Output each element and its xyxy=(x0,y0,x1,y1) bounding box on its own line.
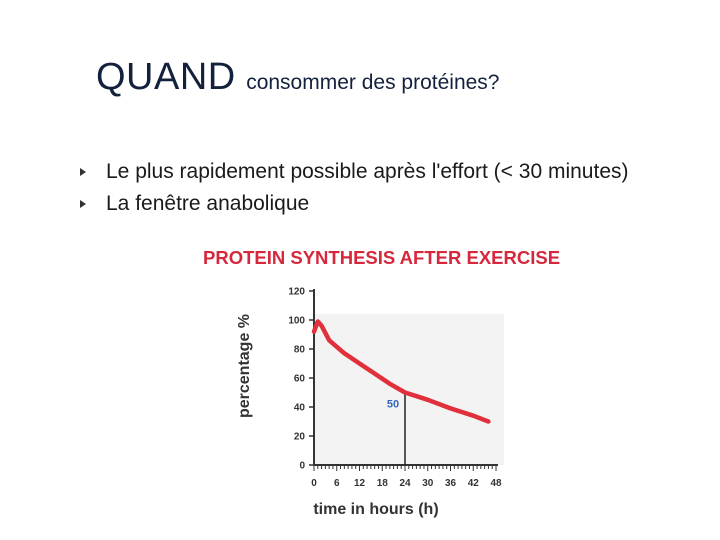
bullet-text: La fenêtre anabolique xyxy=(106,192,310,215)
x-tick-label: 24 xyxy=(399,478,411,489)
x-tick-label: 18 xyxy=(377,478,389,489)
plot-background xyxy=(314,314,504,465)
x-axis-label: time in hours (h) xyxy=(313,501,438,518)
y-tick-label: 20 xyxy=(294,432,306,443)
bullet-item: La fenêtre anabolique xyxy=(80,188,629,220)
title-main: QUAND xyxy=(96,56,236,98)
x-tick-label: 0 xyxy=(311,478,317,489)
y-axis-label: percentage % xyxy=(236,314,253,418)
title-subtitle: consommer des protéines? xyxy=(246,71,500,94)
bullet-arrow-icon xyxy=(80,168,86,176)
y-tick-label: 60 xyxy=(294,374,306,385)
bullet-list: Le plus rapidement possible après l'effo… xyxy=(80,156,629,220)
y-tick-label: 80 xyxy=(294,345,306,356)
series-line xyxy=(311,319,491,424)
x-tick-label: 12 xyxy=(354,478,366,489)
x-tick-label: 36 xyxy=(445,478,457,489)
y-tick-label: 100 xyxy=(288,316,305,327)
x-tick-label: 42 xyxy=(468,478,480,489)
y-tick-label: 40 xyxy=(294,403,306,414)
annotation-label: 50 xyxy=(387,399,399,411)
x-tick-label: 6 xyxy=(334,478,340,489)
x-tick-label: 30 xyxy=(422,478,434,489)
slide-title: QUAND consommer des protéines? xyxy=(96,56,499,99)
bullet-text: Le plus rapidement possible après l'effo… xyxy=(106,160,629,183)
chart-title: PROTEIN SYNTHESIS AFTER EXERCISE xyxy=(203,247,560,268)
bullet-item: Le plus rapidement possible après l'effo… xyxy=(80,156,629,188)
y-tick-label: 120 xyxy=(288,287,305,298)
bullet-arrow-icon xyxy=(80,200,86,208)
x-tick-label: 48 xyxy=(490,478,502,489)
protein-synthesis-chart: PROTEIN SYNTHESIS AFTER EXERCISE 0204060… xyxy=(203,247,560,518)
y-tick-label: 0 xyxy=(299,461,305,472)
